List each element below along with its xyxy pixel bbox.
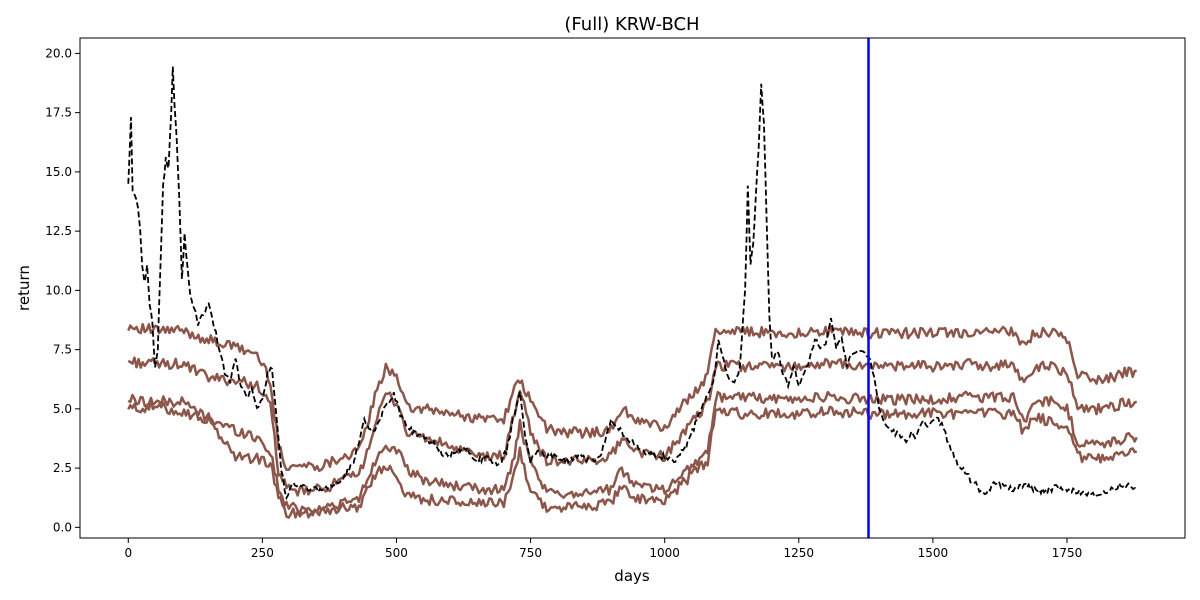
y-tick-label: 2.5 (53, 461, 72, 475)
x-tick-label: 250 (251, 546, 274, 560)
x-tick-label: 1750 (1052, 546, 1083, 560)
y-tick-label: 15.0 (45, 165, 72, 179)
y-axis-label: return (15, 265, 33, 311)
series-band-upper-mid (127, 356, 1138, 497)
x-tick-label: 500 (385, 546, 408, 560)
y-tick-label: 20.0 (45, 46, 72, 60)
y-tick-label: 12.5 (45, 224, 72, 238)
plot-area (127, 38, 1138, 538)
y-tick-label: 0.0 (53, 520, 72, 534)
x-tick-label: 750 (519, 546, 542, 560)
y-tick-label: 10.0 (45, 283, 72, 297)
x-tick-label: 1250 (784, 546, 815, 560)
x-tick-label: 1000 (649, 546, 680, 560)
chart-title: (Full) KRW-BCH (564, 14, 699, 35)
x-tick-label: 0 (124, 546, 132, 560)
x-tick-label: 1500 (918, 546, 949, 560)
series-band-top (127, 322, 1137, 473)
y-tick-label: 7.5 (53, 343, 72, 357)
y-tick-label: 17.5 (45, 106, 72, 120)
axis-ticks: 0 250 500 750 1000 1250 1500 1750 0.0 2.5 5.0 7.5 10… (45, 46, 1082, 560)
plot-frame (79, 37, 1186, 539)
series-actual (127, 66, 1137, 501)
y-tick-label: 5.0 (53, 402, 72, 416)
x-axis-label: days (614, 567, 650, 585)
series-band-bottom (127, 400, 1138, 519)
